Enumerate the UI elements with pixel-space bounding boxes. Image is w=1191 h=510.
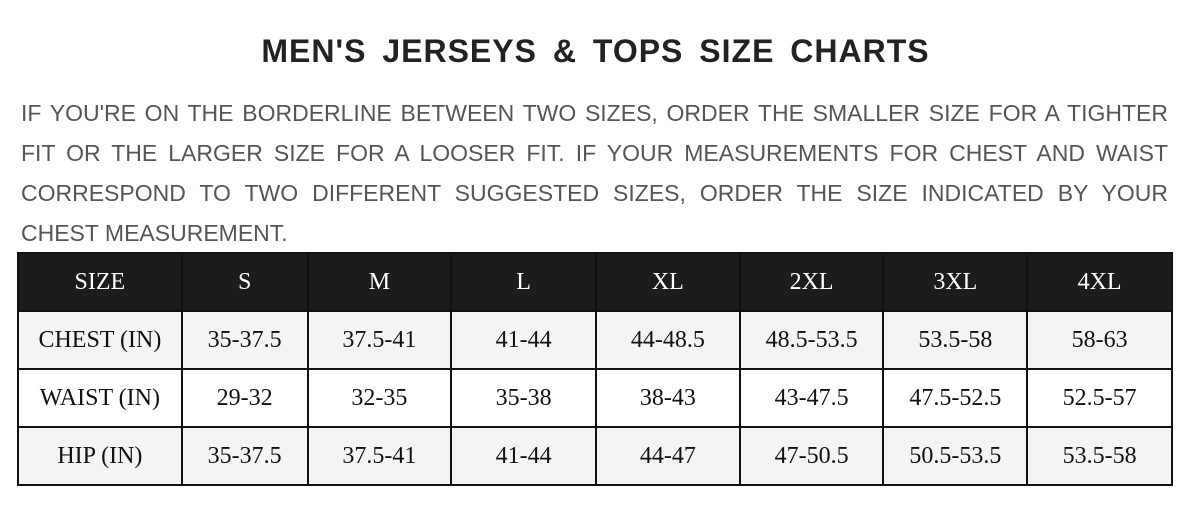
table-cell: 48.5-53.5 <box>738 310 885 370</box>
table-row: WAIST (IN) 29-32 32-35 35-38 38-43 43-47.5 47.… <box>17 368 1173 428</box>
table-cell: 38-43 <box>594 368 741 428</box>
table-cell: 53.5-58 <box>1026 426 1173 486</box>
table-cell: 50.5-53.5 <box>882 426 1029 486</box>
table-cell: 29-32 <box>180 368 309 428</box>
header-cell: SIZE <box>17 252 183 312</box>
size-advice-text: IF YOU'RE ON THE BORDERLINE BETWEEN TWO … <box>21 100 1168 246</box>
table-cell: 44-47 <box>594 426 741 486</box>
table-row: CHEST (IN) 35-37.5 37.5-41 41-44 44-48.5 48.5… <box>17 310 1173 370</box>
row-label: WAIST (IN) <box>17 368 183 428</box>
row-label: CHEST (IN) <box>17 310 183 370</box>
table-cell: 52.5-57 <box>1026 368 1173 428</box>
table-cell: 53.5-58 <box>882 310 1029 370</box>
table-row: HIP (IN) 35-37.5 37.5-41 41-44 44-47 47-50.5 5… <box>17 426 1173 486</box>
table-cell: 47.5-52.5 <box>882 368 1029 428</box>
header-cell: 4XL <box>1026 252 1173 312</box>
table-cell: 35-38 <box>450 368 597 428</box>
table-cell: 32-35 <box>306 368 453 428</box>
header-cell: L <box>450 252 597 312</box>
table-cell: 35-37.5 <box>180 310 309 370</box>
page-title: MEN'S JERSEYS & TOPS SIZE CHARTS <box>261 33 930 69</box>
header-cell: 2XL <box>738 252 885 312</box>
table-cell: 47-50.5 <box>738 426 885 486</box>
table-cell: 58-63 <box>1026 310 1173 370</box>
header-cell: M <box>306 252 453 312</box>
header-row: SIZE S M L XL 2XL 3XL 4XL <box>17 252 1173 312</box>
table-cell: 43-47.5 <box>738 368 885 428</box>
table-cell: 35-37.5 <box>180 426 309 486</box>
header-cell: 3XL <box>882 252 1029 312</box>
size-chart-table: SIZE S M L XL 2XL 3XL 4XL CHEST (IN) 35-37.5 37.5… <box>17 252 1173 486</box>
header-cell: S <box>180 252 309 312</box>
table-cell: 37.5-41 <box>306 310 453 370</box>
table-cell: 44-48.5 <box>594 310 741 370</box>
table-cell: 37.5-41 <box>306 426 453 486</box>
row-label: HIP (IN) <box>17 426 183 486</box>
table-cell: 41-44 <box>450 426 597 486</box>
table-cell: 41-44 <box>450 310 597 370</box>
header-cell: XL <box>594 252 741 312</box>
